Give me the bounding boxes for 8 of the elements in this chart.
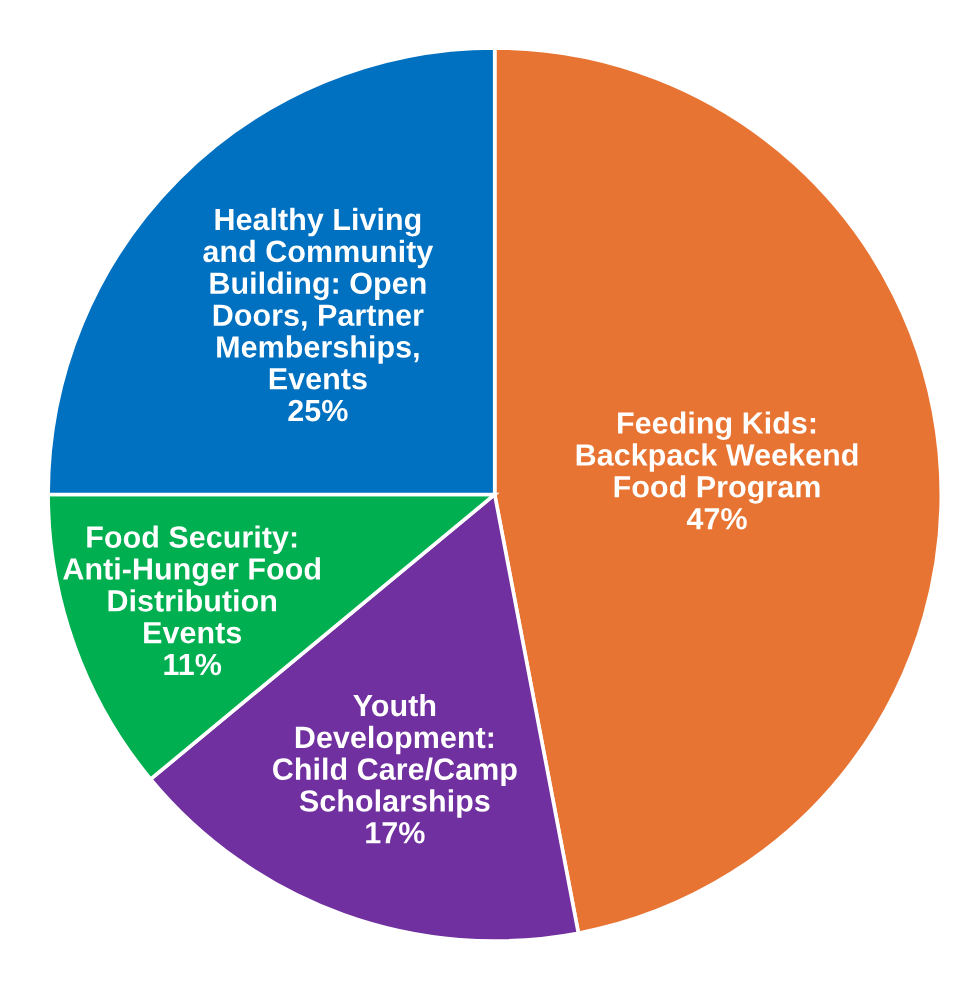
slice-label: Youth Development: Child Care/Camp Scholarships [273,693,517,818]
slice-label: Healthy Living and Community Building: Open Doors, Partner Memberships, Events [203,207,434,390]
slice-label: Feeding Kids: Backpack Weekend Food Program [576,411,858,504]
data-label: 25% [288,399,348,422]
data-label: 47% [686,507,747,530]
slice-label: Food Security: Anti-Hunger Food Distribution Events [63,525,320,644]
data-label: 17% [366,822,425,844]
data-label: 11% [164,653,222,676]
